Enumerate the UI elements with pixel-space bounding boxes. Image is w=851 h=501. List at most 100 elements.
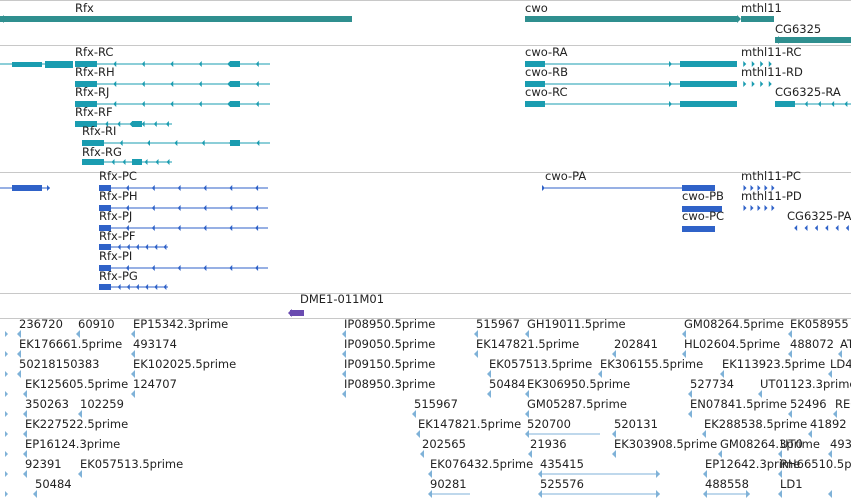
est-arrow[interactable] — [23, 470, 27, 478]
exon[interactable] — [525, 81, 545, 87]
strand-arrow[interactable] — [111, 159, 115, 165]
est-arrow[interactable] — [612, 430, 616, 438]
est-arrow[interactable] — [76, 330, 80, 338]
est-arrow[interactable] — [746, 490, 750, 498]
exon[interactable] — [132, 159, 142, 165]
strand-arrow[interactable] — [145, 244, 149, 250]
strand-arrow[interactable] — [170, 61, 174, 67]
strand-arrow[interactable] — [105, 121, 109, 127]
strand-arrow[interactable] — [170, 101, 174, 107]
exon[interactable] — [75, 121, 97, 127]
strand-arrow[interactable] — [154, 284, 158, 290]
est-arrow[interactable] — [416, 430, 420, 438]
est-arrow[interactable] — [342, 390, 346, 398]
strand-arrow[interactable] — [757, 205, 761, 211]
strand-arrow[interactable] — [125, 225, 129, 231]
strand-arrow[interactable] — [141, 61, 145, 67]
strand-arrow[interactable] — [227, 61, 231, 67]
est-arrow[interactable] — [17, 330, 21, 338]
est-arrow[interactable] — [525, 390, 529, 398]
est-arrow[interactable] — [428, 470, 432, 478]
strand-arrow[interactable] — [229, 185, 233, 191]
strand-arrow[interactable] — [255, 265, 259, 271]
strand-arrow[interactable] — [255, 225, 259, 231]
exon[interactable] — [525, 61, 545, 67]
gene-bar-rfx[interactable] — [0, 16, 352, 22]
strand-arrow[interactable] — [771, 205, 775, 211]
strand-arrow[interactable] — [743, 81, 747, 87]
est-arrow[interactable] — [718, 450, 722, 458]
est-arrow[interactable] — [656, 470, 660, 478]
strand-arrow[interactable] — [845, 225, 849, 231]
strand-arrow[interactable] — [153, 121, 157, 127]
exon[interactable] — [82, 140, 104, 146]
strand-arrow[interactable] — [817, 101, 821, 107]
cds-block[interactable] — [99, 244, 111, 250]
est-arrow[interactable] — [474, 330, 478, 338]
est-arrow[interactable] — [23, 390, 27, 398]
strand-arrow[interactable] — [113, 101, 117, 107]
est-arrow[interactable] — [612, 450, 616, 458]
est-arrow[interactable] — [525, 330, 529, 338]
est-arrow[interactable] — [5, 431, 8, 437]
strand-arrow[interactable] — [750, 205, 754, 211]
strand-arrow[interactable] — [145, 284, 149, 290]
strand-arrow[interactable] — [126, 244, 130, 250]
strand-arrow[interactable] — [155, 159, 159, 165]
strand-arrow[interactable] — [201, 140, 205, 146]
cds-block[interactable] — [99, 185, 111, 191]
est-arrow[interactable] — [131, 370, 135, 378]
strand-arrow[interactable] — [125, 205, 129, 211]
strand-arrow[interactable] — [147, 140, 150, 146]
strand-arrow[interactable] — [743, 185, 747, 191]
cds-block[interactable] — [99, 205, 111, 211]
strand-arrow[interactable] — [542, 185, 545, 191]
exon[interactable] — [75, 101, 97, 107]
strand-arrow[interactable] — [144, 159, 148, 165]
est-arrow[interactable] — [688, 390, 692, 398]
est-arrow[interactable] — [342, 370, 346, 378]
strand-arrow[interactable] — [174, 140, 178, 146]
exon[interactable] — [680, 81, 737, 87]
strand-arrow[interactable] — [203, 225, 207, 231]
est-arrow[interactable] — [778, 490, 782, 498]
est-arrow[interactable] — [5, 491, 8, 497]
strand-arrow[interactable] — [122, 159, 126, 165]
exon[interactable] — [82, 159, 104, 165]
strand-arrow[interactable] — [203, 205, 207, 211]
strand-arrow[interactable] — [229, 205, 233, 211]
strand-arrow[interactable] — [768, 61, 772, 67]
est-arrow[interactable] — [78, 410, 82, 418]
exon[interactable] — [230, 81, 240, 87]
strand-arrow[interactable] — [804, 101, 808, 107]
strand-arrow[interactable] — [831, 101, 835, 107]
exon[interactable] — [132, 121, 142, 127]
strand-arrow[interactable] — [669, 61, 672, 67]
est-arrow[interactable] — [688, 410, 692, 418]
strand-arrow[interactable] — [835, 225, 839, 231]
strand-arrow[interactable] — [117, 244, 121, 250]
cds-block[interactable] — [682, 185, 715, 191]
strand-arrow[interactable] — [750, 185, 754, 191]
est-arrow[interactable] — [420, 450, 424, 458]
strand-arrow[interactable] — [825, 225, 829, 231]
strand-arrow[interactable] — [135, 244, 139, 250]
strand-arrow[interactable] — [113, 81, 117, 87]
strand-arrow[interactable] — [117, 284, 121, 290]
est-arrow[interactable] — [788, 410, 792, 418]
strand-arrow[interactable] — [113, 61, 117, 67]
exon[interactable] — [230, 140, 240, 146]
strand-arrow[interactable] — [768, 81, 772, 87]
est-arrow[interactable] — [758, 390, 762, 398]
strand-arrow[interactable] — [163, 244, 167, 250]
strand-arrow[interactable] — [151, 265, 155, 271]
gene-bar-cwo[interactable] — [525, 16, 737, 22]
est-arrow[interactable] — [788, 330, 792, 338]
strand-arrow[interactable] — [177, 205, 181, 211]
strand-arrow[interactable] — [229, 140, 232, 146]
strand-arrow[interactable] — [255, 101, 259, 107]
exon[interactable] — [75, 81, 97, 87]
strand-arrow[interactable] — [764, 185, 768, 191]
est-arrow[interactable] — [656, 490, 660, 498]
strand-arrow[interactable] — [751, 61, 755, 67]
